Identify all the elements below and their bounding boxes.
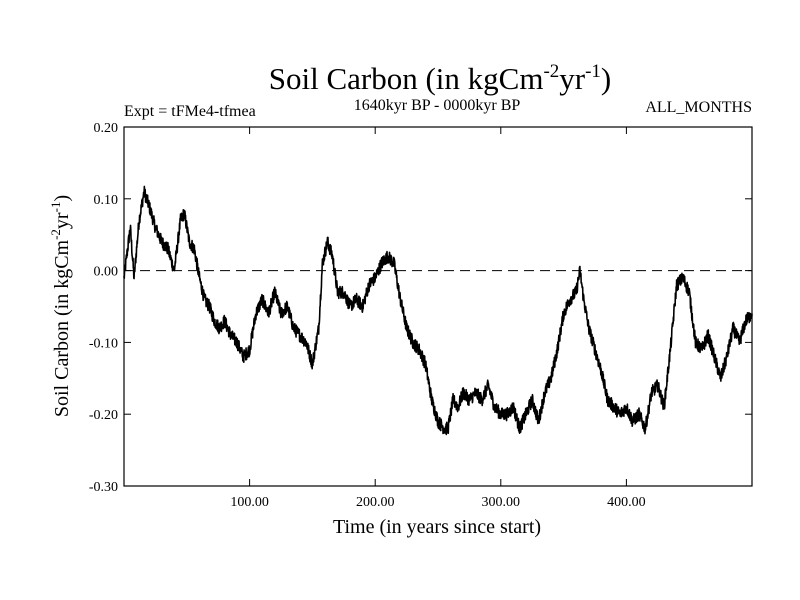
x-tick-label: 400.00 bbox=[607, 495, 646, 510]
x-tick-label: 200.00 bbox=[356, 495, 395, 510]
y-tick-label: 0.10 bbox=[94, 193, 119, 208]
months-label: ALL_MONTHS bbox=[645, 99, 752, 116]
y-tick-label: -0.20 bbox=[89, 408, 118, 423]
x-tick-label: 300.00 bbox=[482, 495, 521, 510]
y-tick-label: -0.30 bbox=[89, 480, 118, 495]
ticks-group bbox=[124, 126, 752, 487]
series-group bbox=[123, 185, 753, 436]
y-tick-label: 0.00 bbox=[94, 265, 119, 280]
chart-title: Soil Carbon (in kgCm-2yr-1) bbox=[269, 61, 612, 96]
y-tick-label: -0.10 bbox=[89, 336, 118, 351]
x-tick-label: 100.00 bbox=[230, 495, 269, 510]
y-tick-label: 0.20 bbox=[94, 121, 119, 136]
tick-labels-group: 100.00 200.00 300.00 400.00 0.20 0.10 0.00 -0.1… bbox=[89, 121, 646, 510]
plot-frame bbox=[123, 126, 753, 487]
time-range-label: 1640kyr BP - 0000kyr BP bbox=[354, 97, 521, 114]
x-axis-label: Time (in years since start) bbox=[333, 516, 541, 538]
experiment-label: Expt = tFMe4-tfmea bbox=[124, 103, 256, 120]
y-axis-label: Soil Carbon (in kgCm-2yr-1) bbox=[48, 195, 73, 417]
series-line-soil-carbon bbox=[123, 185, 753, 436]
